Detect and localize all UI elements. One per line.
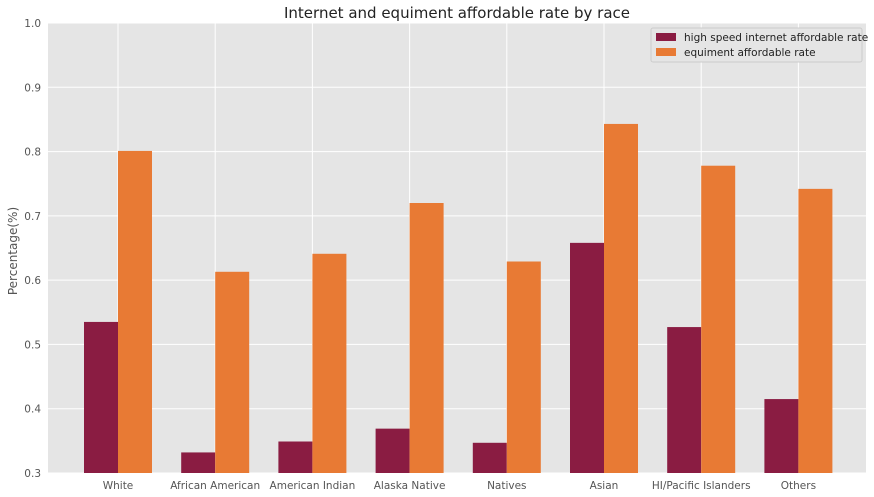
bar-series-2 (312, 253, 347, 473)
x-tick-label: African American (170, 480, 260, 492)
bar-series-1 (667, 327, 702, 473)
x-tick-label: HI/Pacific Islanders (652, 480, 751, 492)
x-axis-ticks: White African American American Indian Alas… (103, 480, 816, 492)
x-tick-label: Natives (487, 480, 526, 492)
bar-series-1 (278, 441, 313, 473)
bar-series-1 (570, 242, 604, 473)
bar-series-2 (798, 188, 833, 473)
x-tick-label: American Indian (270, 480, 356, 492)
y-tick-label: 0.7 (24, 211, 41, 223)
y-tick-label: 0.3 (24, 468, 41, 480)
x-tick-label: Others (781, 480, 816, 492)
legend-swatch-series-1 (656, 33, 676, 41)
x-tick-label: White (103, 480, 134, 492)
bar-series-1 (181, 452, 216, 473)
y-axis-ticks: 0.3 0.4 0.5 0.6 0.7 0.8 0.9 1.0 (24, 18, 41, 480)
legend-label-series-1: high speed internet affordable rate (684, 32, 868, 44)
y-tick-label: 0.5 (24, 339, 41, 351)
y-tick-label: 0.4 (24, 404, 41, 416)
legend-label-series-2: equiment affordable rate (684, 47, 816, 59)
y-axis-label: Percentage(%) (6, 207, 20, 295)
bar-series-1 (375, 428, 410, 473)
chart-title: Internet and equiment affordable rate by… (284, 4, 630, 22)
legend-box (650, 27, 863, 63)
bar-series-1 (84, 321, 118, 473)
bar-series-1 (764, 399, 799, 473)
bar-series-2 (604, 123, 638, 473)
plot-background (48, 23, 866, 473)
bar-series-2 (215, 271, 250, 473)
y-tick-label: 1.0 (24, 18, 41, 30)
x-tick-label: Asian (590, 480, 619, 492)
legend-swatch-series-2 (656, 48, 676, 56)
legend: high speed internet affordable rate equi… (650, 27, 868, 63)
y-tick-label: 0.6 (24, 275, 41, 287)
bar-series-1 (472, 442, 507, 473)
bar-series-2 (506, 261, 541, 473)
y-tick-label: 0.9 (24, 82, 41, 94)
bar-series-2 (118, 150, 152, 473)
x-tick-label: Alaska Native (374, 480, 446, 492)
y-tick-label: 0.8 (24, 147, 41, 159)
bar-series-2 (701, 165, 736, 473)
bars (84, 123, 833, 473)
bar-series-2 (409, 203, 444, 473)
